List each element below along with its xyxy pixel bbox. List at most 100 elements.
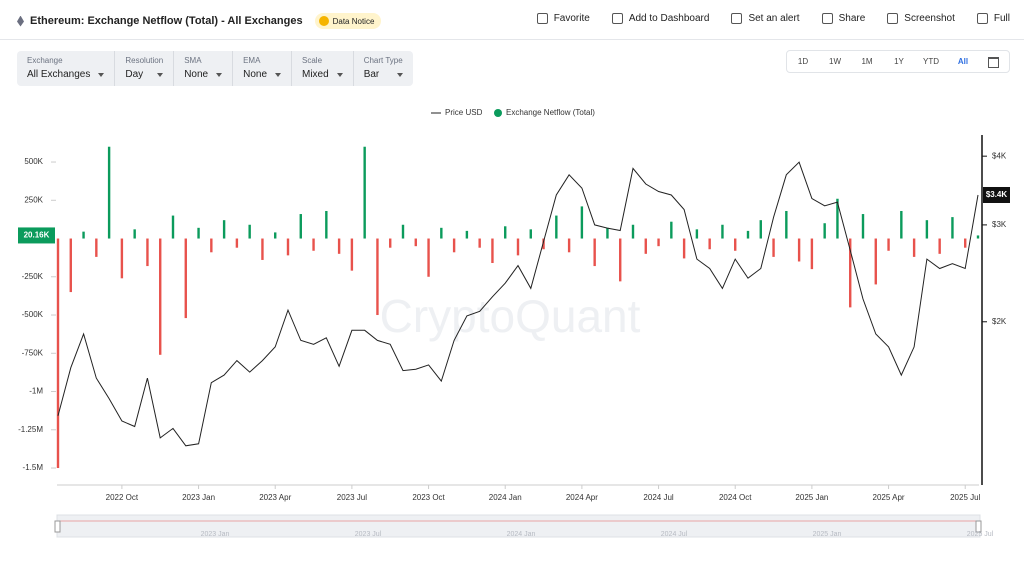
netflow-bar	[427, 238, 430, 277]
netflow-bar	[529, 229, 532, 239]
netflow-bar	[504, 226, 507, 239]
netflow-bar	[159, 238, 162, 355]
y-tick-label: 500K	[24, 157, 43, 166]
x-tick-label: 2025 Jul	[950, 493, 980, 502]
netflow-bar	[644, 238, 647, 254]
netflow-bar	[363, 146, 366, 239]
netflow-bar	[350, 238, 354, 271]
netflow-bar	[274, 232, 277, 239]
netflow-bar	[912, 238, 916, 257]
price-line	[57, 161, 979, 447]
netflow-bar	[171, 215, 175, 239]
range-button[interactable]: YTD	[923, 57, 939, 66]
netflow-bar	[567, 238, 571, 253]
range-button[interactable]: 1D	[797, 57, 809, 66]
netflow-bar	[925, 220, 929, 239]
price-badge	[983, 186, 1010, 203]
navigator-handle	[54, 520, 61, 533]
filter-value: None	[184, 69, 223, 80]
filter[interactable]: EMA None	[233, 51, 292, 86]
x-tick-label: 2024 Jul	[643, 493, 673, 502]
filter[interactable]: Scale Mixed	[292, 51, 354, 86]
filter-label: EMA	[243, 56, 261, 65]
action-button[interactable]: Add to Dashboard	[611, 13, 710, 24]
netflow-bar	[440, 227, 443, 239]
x-tick-label: 2023 Jan	[182, 493, 215, 502]
x-tick-label: 2025 Apr	[873, 493, 905, 502]
notice-icon	[318, 16, 329, 26]
action-label: Add to Dashboard	[628, 13, 710, 24]
netflow-bar	[299, 214, 302, 239]
action-icon	[731, 13, 743, 24]
action-button[interactable]: Share	[821, 13, 866, 24]
netflow-bar	[631, 224, 635, 239]
range-button[interactable]: 1M	[861, 57, 873, 66]
filter-label: SMA	[184, 56, 202, 65]
netflow-bar	[823, 223, 826, 239]
netflow-bar	[555, 215, 558, 239]
legend-dot	[494, 109, 502, 117]
y-tick-label: -250K	[22, 272, 44, 281]
filter[interactable]: Resolution Day	[115, 51, 175, 86]
navigator-label: 2023 Jul	[355, 531, 382, 538]
netflow-bar	[56, 238, 60, 469]
netflow-bar	[593, 238, 596, 267]
netflow-bar	[951, 217, 954, 239]
filter-value: None	[243, 69, 281, 80]
netflow-badge-label: 20.16K	[24, 231, 50, 240]
netflow-bar	[389, 238, 392, 248]
netflow-bar	[708, 238, 711, 250]
notice-text: Data Notice	[332, 16, 375, 26]
filter[interactable]: SMA None	[174, 51, 234, 86]
netflow-bar	[887, 238, 890, 251]
netflow-bar	[82, 231, 85, 239]
netflow-badge	[18, 227, 55, 244]
watermark: CryptoQuant	[380, 290, 641, 342]
netflow-bar	[810, 238, 814, 270]
netflow-bar	[120, 238, 124, 279]
x-tick-label: 2025 Jan	[795, 493, 828, 502]
action-label: Favorite	[553, 13, 590, 24]
netflow-bar	[721, 224, 724, 239]
x-tick-label: 2023 Jul	[337, 493, 367, 502]
calendar-button[interactable]	[988, 57, 999, 68]
netflow-bar	[836, 198, 839, 239]
x-tick-label: 2022 Oct	[106, 493, 139, 502]
netflow-bar	[491, 238, 494, 264]
action-button[interactable]: Favorite	[536, 13, 590, 24]
chart-page-title: Ethereum: Exchange Netflow (Total) - All…	[30, 15, 303, 27]
netflow-bar	[746, 230, 750, 239]
eth-icon	[17, 15, 24, 27]
y2-tick-label: $4K	[992, 151, 1007, 160]
navigator-label: 2025 Jul	[967, 531, 994, 538]
action-button[interactable]: Screenshot	[887, 13, 955, 24]
netflow-bar	[235, 238, 239, 248]
title-bar: Ethereum: Exchange Netflow (Total) - All…	[17, 13, 382, 29]
data-notice[interactable]: Data Notice	[314, 13, 382, 29]
action-icon	[611, 13, 623, 24]
filter-value: Day	[125, 69, 164, 80]
x-tick-label: 2023 Oct	[412, 493, 445, 502]
filters: Exchange All Exchanges Resolution Day SMA Non…	[17, 51, 413, 86]
y-tick-label: -1.25M	[18, 425, 43, 434]
netflow-bar	[465, 230, 469, 239]
filter[interactable]: Exchange All Exchanges	[17, 51, 116, 86]
action-label: Share	[838, 13, 866, 24]
action-button[interactable]: Set an alert	[731, 13, 800, 24]
action-button[interactable]: Full	[976, 13, 1010, 24]
navigator-handle	[975, 520, 982, 533]
netflow-bar	[695, 229, 699, 239]
netflow-bar	[401, 224, 405, 239]
range-button[interactable]: 1Y	[894, 57, 904, 66]
navigator-label: 2023 Jan	[201, 531, 230, 538]
range-button[interactable]: All	[957, 57, 969, 66]
netflow-bar	[133, 229, 136, 239]
x-tick-label: 2023 Apr	[259, 493, 291, 502]
netflow-bar	[772, 238, 775, 257]
filter[interactable]: Chart Type Bar	[354, 51, 413, 86]
range-button[interactable]: 1W	[829, 57, 841, 66]
x-tick-label: 2024 Apr	[566, 493, 598, 502]
netflow-bar	[286, 238, 290, 256]
